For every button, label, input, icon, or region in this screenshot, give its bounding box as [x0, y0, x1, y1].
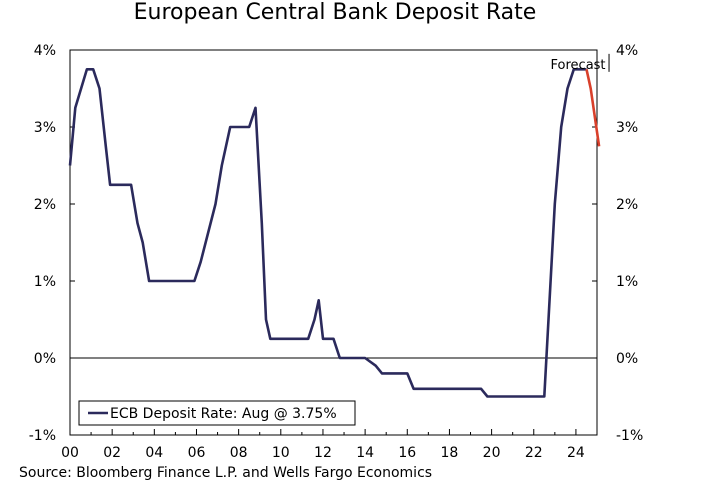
- x-tick-label: 10: [272, 445, 290, 461]
- x-tick-label: 04: [145, 445, 163, 461]
- y-tick-label-left: -1%: [29, 428, 56, 444]
- legend: ECB Deposit Rate: Aug @ 3.75%: [78, 400, 356, 426]
- y-tick-label-left: 1%: [34, 274, 56, 290]
- annotation-layer: Forecast: [551, 53, 610, 73]
- forecast-annotation: Forecast: [551, 58, 606, 73]
- legend-box: [78, 400, 356, 426]
- y-tick-label-left: 3%: [34, 120, 56, 136]
- series-line-ecb-deposit-rate: [68, 68, 587, 398]
- series-layer: [68, 68, 601, 398]
- y-tick-label-right: 3%: [616, 120, 638, 136]
- x-axis: 00 02 04 06 08 10 12 14 16 18 20 22 24: [61, 429, 585, 461]
- plot-frame: [69, 49, 598, 436]
- x-tick-label: 08: [230, 445, 248, 461]
- y-tick-label-right: 2%: [616, 197, 638, 213]
- x-tick-label: 06: [188, 445, 206, 461]
- x-tick-label: 18: [441, 445, 459, 461]
- y-tick-label-right: 4%: [616, 43, 638, 59]
- axes: [69, 49, 598, 436]
- y-tick-label-left: 0%: [34, 351, 56, 367]
- x-tick-label: 20: [483, 445, 501, 461]
- y-tick-label-right: 1%: [616, 274, 638, 290]
- x-tick-label: 16: [398, 445, 416, 461]
- y-tick-label-left: 4%: [34, 43, 56, 59]
- y-tick-label-right: -1%: [616, 428, 643, 444]
- y-tick-label-left: 2%: [34, 197, 56, 213]
- y-axis-right: -1% 0% 1% 2% 3% 4%: [592, 43, 643, 444]
- chart-title: European Central Bank Deposit Rate: [133, 0, 537, 25]
- y-axis-left: -1% 0% 1% 2% 3% 4%: [29, 43, 75, 444]
- series-line-forecast: [585, 69, 601, 147]
- source-note: Source: Bloomberg Finance L.P. and Wells…: [19, 465, 433, 481]
- x-tick-label: 24: [567, 445, 585, 461]
- x-tick-label: 12: [314, 445, 332, 461]
- x-tick-label: 00: [61, 445, 79, 461]
- y-tick-label-right: 0%: [616, 351, 638, 367]
- x-tick-label: 22: [525, 445, 543, 461]
- x-tick-label: 14: [356, 445, 374, 461]
- legend-label: ECB Deposit Rate: Aug @ 3.75%: [110, 406, 337, 422]
- x-tick-label: 02: [103, 445, 121, 461]
